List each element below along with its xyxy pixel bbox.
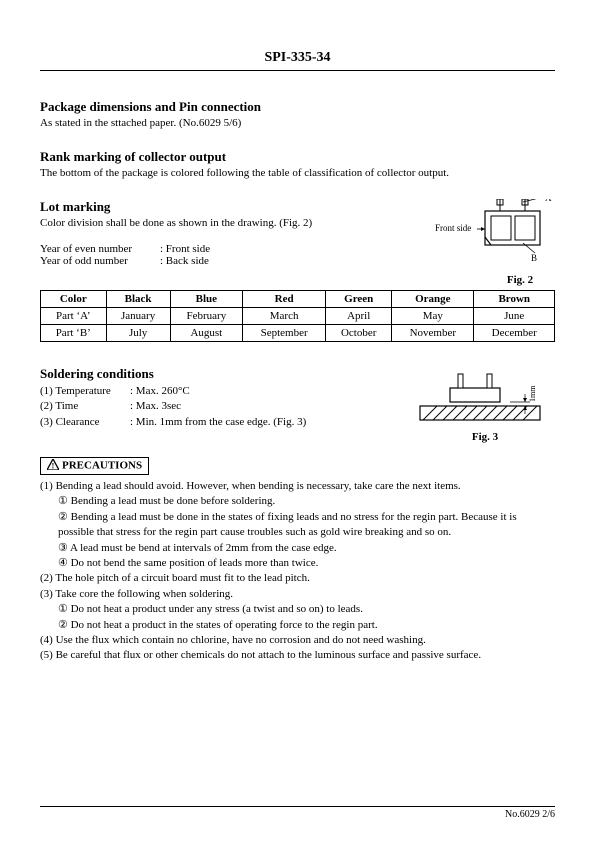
page-title: SPI-335-34 [40, 50, 555, 71]
solder-item: (1) Temperature: Max. 260°C [40, 384, 385, 399]
precaution-line: (3) Take core the following when solderi… [40, 587, 555, 602]
table-cell: Part ‘B’ [41, 325, 107, 342]
fig2-caption: Fig. 2 [435, 274, 555, 286]
section1-title: Package dimensions and Pin connection [40, 99, 555, 115]
table-header: Orange [392, 291, 474, 308]
precautions-label: PRECAUTIONS [62, 460, 142, 472]
table-cell: Part ‘A’ [41, 308, 107, 325]
precautions-header: ! PRECAUTIONS [40, 457, 149, 475]
precaution-line: (1) Bending a lead should avoid. However… [40, 479, 555, 494]
fig3-dim: 1mm [528, 385, 537, 402]
precaution-line: ② Do not heat a product in the states of… [40, 618, 555, 633]
table-cell: April [326, 308, 392, 325]
lot-sub: Color division shall be done as shown in… [40, 217, 415, 229]
fig2-front-side: Front side [435, 223, 471, 233]
page-footer: No.6029 2/6 [40, 806, 555, 820]
precaution-line: ② Bending a lead must be done in the sta… [40, 510, 555, 541]
table-row: Part ‘B’JulyAugustSeptemberOctoberNovemb… [41, 325, 555, 342]
table-cell: February [170, 308, 242, 325]
table-cell: September [243, 325, 326, 342]
precaution-line: (5) Be careful that flux or other chemic… [40, 648, 555, 663]
figure-2: A B Front side Fig. 2 [435, 199, 555, 286]
table-cell: November [392, 325, 474, 342]
fig2-b-label: B [531, 253, 537, 263]
solder-list: (1) Temperature: Max. 260°C(2) Time: Max… [40, 384, 385, 430]
solder-item: (3) Clearance: Min. 1mm from the case ed… [40, 415, 385, 430]
precaution-line: ③ A lead must be bend at intervals of 2m… [40, 541, 555, 556]
table-row: Part ‘A’JanuaryFebruaryMarchAprilMayJune [41, 308, 555, 325]
section2-title: Rank marking of collector output [40, 149, 555, 165]
fig2-a-label: A [545, 199, 552, 203]
table-cell: March [243, 308, 326, 325]
table-header: Black [106, 291, 170, 308]
table-header: Red [243, 291, 326, 308]
table-header: Color [41, 291, 107, 308]
solder-item: (2) Time: Max. 3sec [40, 399, 385, 414]
table-cell: January [106, 308, 170, 325]
table-header: Brown [474, 291, 555, 308]
table-cell: July [106, 325, 170, 342]
figure-3: 1mm Fig. 3 [415, 366, 555, 443]
solder-title: Soldering conditions [40, 366, 385, 382]
table-cell: October [326, 325, 392, 342]
precaution-line: ④ Do not bend the same position of leads… [40, 556, 555, 571]
yr-even-label: Year of even number [40, 243, 160, 255]
section1-sub: As stated in the sttached paper. (No.602… [40, 117, 555, 129]
yr-odd-label: Year of odd number [40, 255, 160, 267]
svg-text:!: ! [52, 462, 55, 471]
precaution-line: ① Bending a lead must be done before sol… [40, 494, 555, 509]
precaution-line: (2) The hole pitch of a circuit board mu… [40, 571, 555, 586]
precaution-line: (4) Use the flux which contain no chlori… [40, 633, 555, 648]
table-cell: June [474, 308, 555, 325]
precaution-line: ① Do not heat a product under any stress… [40, 602, 555, 617]
yr-even-val: : Front side [160, 243, 210, 255]
table-header: Green [326, 291, 392, 308]
table-cell: December [474, 325, 555, 342]
month-table: ColorBlackBlueRedGreenOrangeBrown Part ‘… [40, 290, 555, 342]
table-cell: August [170, 325, 242, 342]
fig3-caption: Fig. 3 [415, 431, 555, 443]
warning-icon: ! [47, 459, 59, 473]
table-header: Blue [170, 291, 242, 308]
lot-title: Lot marking [40, 199, 415, 215]
yr-odd-val: : Back side [160, 255, 209, 267]
table-cell: May [392, 308, 474, 325]
precautions-list: (1) Bending a lead should avoid. However… [40, 479, 555, 664]
section2-sub: The bottom of the package is colored fol… [40, 167, 555, 179]
